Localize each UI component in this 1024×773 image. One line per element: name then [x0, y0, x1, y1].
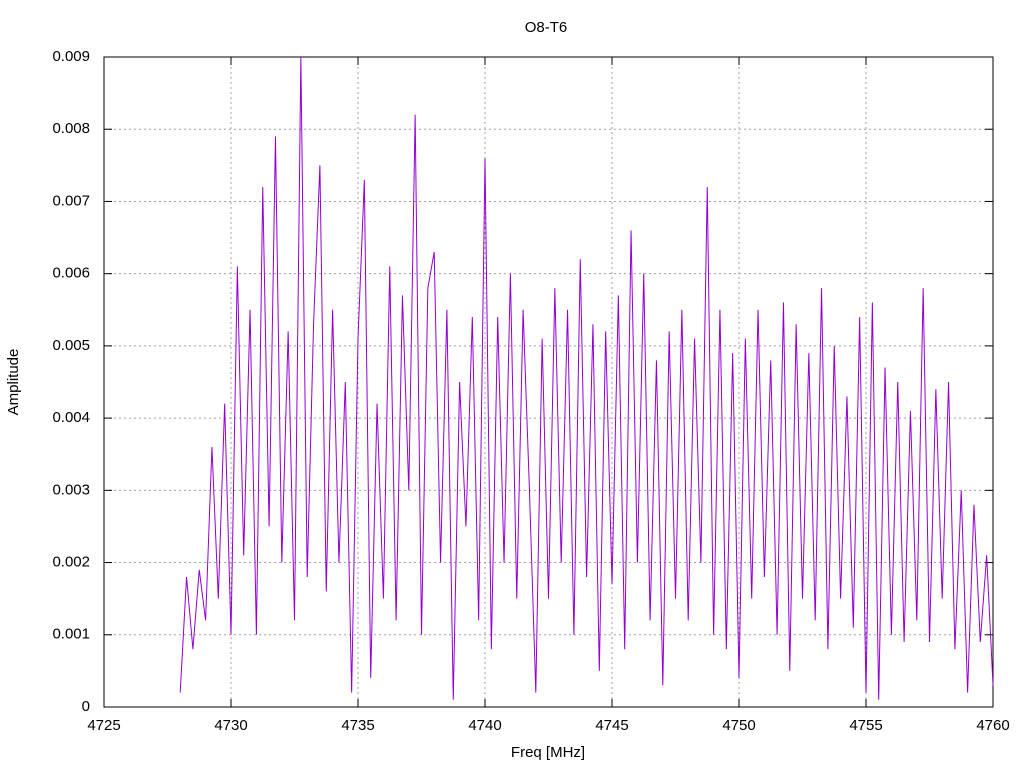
x-tick-label: 4735	[341, 717, 374, 734]
x-tick-label: 4745	[595, 717, 628, 734]
chart-title: O8-T6	[525, 19, 568, 36]
x-tick-label: 4725	[87, 717, 120, 734]
x-axis-label: Freq [MHz]	[511, 744, 585, 761]
y-tick-label: 0.001	[52, 626, 90, 643]
x-tick-label: 4730	[214, 717, 247, 734]
y-tick-label: 0.009	[52, 48, 90, 65]
x-tick-label: 4755	[849, 717, 882, 734]
x-tick-label: 4740	[468, 717, 501, 734]
y-tick-label: 0.008	[52, 120, 90, 137]
y-tick-label: 0.004	[52, 409, 90, 426]
y-tick-label: 0.002	[52, 554, 90, 571]
x-tick-label: 4760	[976, 717, 1009, 734]
x-tick-label: 4750	[722, 717, 755, 734]
plot-frame	[103, 56, 994, 708]
data-line	[179, 56, 994, 700]
y-tick-label: 0.003	[52, 481, 90, 498]
y-tick-label: 0.005	[52, 337, 90, 354]
y-tick-label: 0.006	[52, 265, 90, 282]
y-tick-label: 0.007	[52, 192, 90, 209]
y-tick-label: 0	[82, 698, 90, 715]
y-axis-label: Amplitude	[5, 349, 22, 416]
